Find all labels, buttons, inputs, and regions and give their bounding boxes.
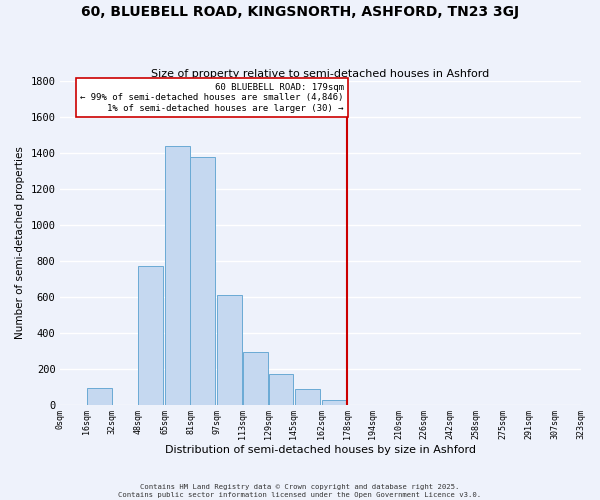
Bar bbox=[190, 156, 215, 404]
Bar bbox=[243, 352, 268, 405]
Bar bbox=[138, 266, 163, 404]
Text: Contains HM Land Registry data © Crown copyright and database right 2025.
Contai: Contains HM Land Registry data © Crown c… bbox=[118, 484, 482, 498]
Bar bbox=[295, 390, 320, 404]
Bar bbox=[217, 295, 242, 405]
Bar bbox=[322, 400, 347, 404]
Y-axis label: Number of semi-detached properties: Number of semi-detached properties bbox=[15, 146, 25, 340]
Text: 60 BLUEBELL ROAD: 179sqm
← 99% of semi-detached houses are smaller (4,846)
1% of: 60 BLUEBELL ROAD: 179sqm ← 99% of semi-d… bbox=[80, 83, 344, 113]
Text: 60, BLUEBELL ROAD, KINGSNORTH, ASHFORD, TN23 3GJ: 60, BLUEBELL ROAD, KINGSNORTH, ASHFORD, … bbox=[81, 5, 519, 19]
Bar bbox=[269, 374, 293, 404]
Title: Size of property relative to semi-detached houses in Ashford: Size of property relative to semi-detach… bbox=[151, 69, 490, 79]
Bar bbox=[164, 146, 190, 405]
Bar bbox=[86, 388, 112, 404]
X-axis label: Distribution of semi-detached houses by size in Ashford: Distribution of semi-detached houses by … bbox=[165, 445, 476, 455]
